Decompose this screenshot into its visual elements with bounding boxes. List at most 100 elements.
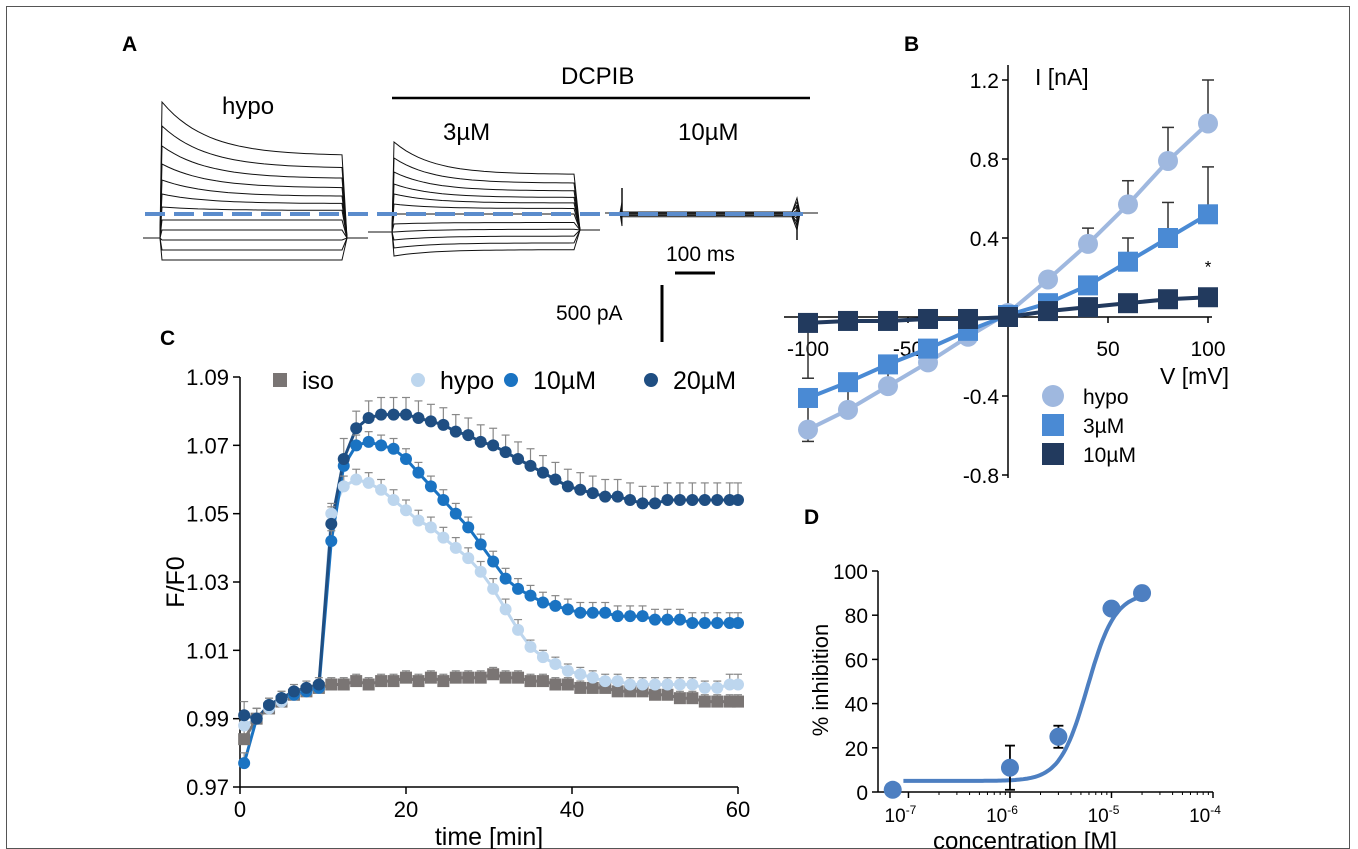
trace-hypo: [143, 237, 368, 241]
trace-3uM: [368, 229, 600, 249]
c-data-point: [499, 603, 512, 616]
c-data-point: [732, 695, 744, 708]
c-data-point: [686, 494, 699, 506]
c-data-point: [732, 617, 744, 629]
c-series-line: [242, 440, 738, 764]
trace-hypo: [143, 163, 368, 239]
c-data-point: [474, 671, 487, 684]
trace-hypo: [143, 100, 368, 239]
c-data-point: [561, 480, 574, 493]
trace-3uM: [368, 193, 600, 233]
d-x-tick-label: 10-7: [885, 803, 917, 827]
c-data-point: [524, 459, 537, 472]
b-data-point: [1198, 113, 1218, 134]
b-data-point: [838, 372, 858, 393]
c-legend-label: hypo: [440, 367, 494, 395]
c-x-axis-label: time [min]: [435, 823, 543, 849]
c-data-point: [474, 565, 487, 578]
c-data-point: [574, 668, 587, 681]
c-y-tick-label: 0.97: [186, 775, 229, 800]
c-data-point: [375, 675, 388, 688]
c-data-point: [499, 446, 512, 459]
c-data-point: [375, 439, 388, 452]
c-data-point: [698, 494, 711, 506]
d-y-tick-label: 40: [845, 694, 868, 717]
c-data-point: [698, 695, 711, 708]
c-data-point: [424, 521, 437, 534]
b-data-point: [798, 387, 818, 408]
c-data-point: [437, 675, 450, 688]
c-data-point: [412, 675, 425, 688]
c-data-point: [723, 617, 736, 629]
c-data-point: [599, 606, 612, 619]
trace-3uM: [368, 157, 600, 233]
trace-label-hypo: hypo: [222, 93, 274, 120]
c-data-point: [723, 494, 736, 506]
b-data-point: [1118, 293, 1138, 314]
c-y-tick-label: 1.05: [186, 502, 229, 527]
c-data-point: [698, 617, 711, 629]
panel-label-a: A: [122, 33, 137, 56]
b-y-tick-label: 0.8: [970, 149, 999, 172]
d-data-point: [883, 780, 902, 799]
c-data-point: [499, 671, 512, 684]
b-data-point: [1118, 251, 1138, 272]
b-data-point: [838, 310, 858, 331]
c-data-point: [487, 439, 500, 452]
b-data-point: [1158, 228, 1178, 248]
c-data-point: [524, 675, 537, 688]
c-legend-label: 10µM: [533, 367, 596, 395]
d-fit-curve: [903, 594, 1142, 783]
c-data-point: [412, 514, 425, 527]
c-data-point: [524, 589, 537, 602]
c-data-point: [536, 651, 549, 664]
b-legend-marker: [1042, 443, 1064, 465]
c-data-point: [400, 408, 412, 421]
c-data-point: [362, 476, 375, 489]
c-data-point: [611, 685, 624, 698]
c-data-point: [649, 497, 661, 510]
c-data-point: [400, 671, 412, 684]
current-scale-label: 500 pA: [556, 302, 623, 325]
b-y-tick-label: 0.4: [970, 228, 1000, 251]
c-data-point: [424, 671, 437, 684]
c-data-point: [561, 603, 574, 616]
c-data-point: [512, 671, 525, 684]
trace-hypo: [143, 193, 368, 239]
d-x-tick-label: 10-6: [986, 803, 1018, 827]
d-y-tick-label: 60: [845, 649, 868, 672]
c-data-point: [624, 494, 637, 506]
c-data-point: [574, 483, 587, 496]
b-y-tick-label: -0.4: [963, 386, 1000, 409]
c-data-point: [350, 422, 363, 435]
c-data-point: [636, 497, 649, 510]
c-data-point: [449, 541, 462, 554]
b-data-point: [918, 338, 938, 359]
d-y-axis-label: % inhibition: [808, 624, 833, 737]
c-x-tick-label: 60: [726, 797, 750, 822]
c-data-point: [312, 678, 325, 691]
panel-d-dose-response: 0 20 40 60 80 100 10-7 10-6 10-5 10-4 concentratio…: [808, 561, 1221, 849]
d-x-tick-label: 10-5: [1088, 803, 1120, 827]
trace-hypo: [143, 206, 368, 239]
c-x-tick-label: 0: [234, 797, 246, 822]
c-data-point: [574, 606, 587, 619]
c-data-point: [387, 675, 400, 688]
drug-label: DCPIB: [561, 63, 634, 90]
trace-3uM: [368, 228, 600, 233]
c-data-point: [673, 692, 686, 705]
b-x-tick-label: 50: [1096, 338, 1119, 361]
c-data-point: [599, 675, 612, 688]
c-data-point: [449, 507, 462, 520]
c-data-point: [649, 678, 661, 691]
d-y-tick-label: 100: [833, 561, 868, 584]
c-y-tick-label: 0.99: [186, 707, 229, 732]
c-data-point: [250, 712, 263, 725]
c-data-point: [561, 678, 574, 691]
c-data-point: [624, 678, 637, 691]
c-data-point: [238, 709, 251, 722]
d-x-axis-label: concentration [M]: [933, 828, 1117, 849]
c-x-tick-label: 40: [560, 797, 584, 822]
c-data-point: [586, 606, 599, 619]
